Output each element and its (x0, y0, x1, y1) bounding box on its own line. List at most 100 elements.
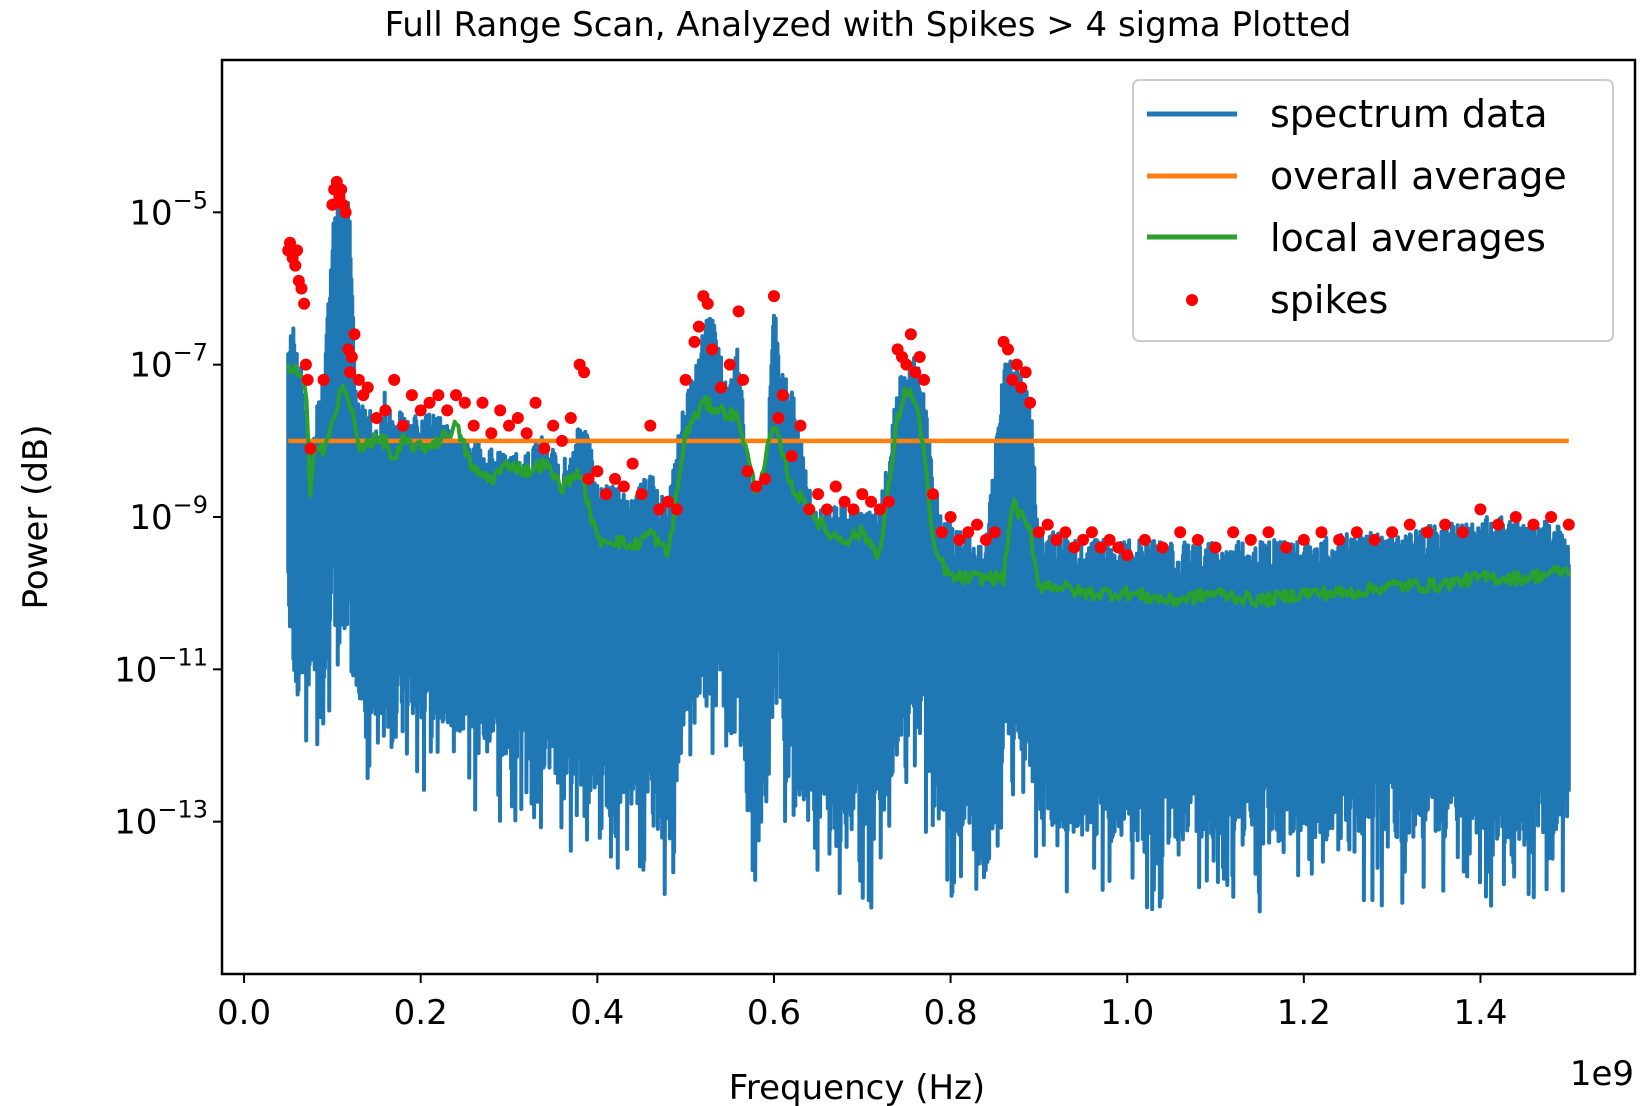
x-axis-label: Frequency (Hz) (729, 1068, 985, 1106)
legend-swatch-spikes (1186, 294, 1198, 306)
spike-point (1010, 358, 1023, 371)
spike-point (635, 488, 648, 501)
spike-point (1333, 533, 1346, 546)
spike-point (737, 373, 750, 386)
spike-point (865, 495, 878, 508)
spike-point (379, 404, 392, 417)
spike-point (803, 503, 816, 516)
spike-point (511, 411, 524, 424)
spike-point (714, 381, 727, 394)
spike-point (1019, 366, 1032, 379)
spike-point (706, 343, 719, 356)
spike-point (295, 282, 308, 295)
spike-point (345, 351, 358, 364)
spike-point (1085, 526, 1098, 539)
spike-point (653, 503, 666, 516)
spike-point (1077, 533, 1090, 546)
spike-point (670, 503, 683, 516)
spike-point (1421, 526, 1434, 539)
spike-point (701, 297, 714, 310)
spike-point (962, 526, 975, 539)
spike-point (1545, 511, 1558, 523)
spike-point (1174, 526, 1187, 539)
x-axis: 0.0 0.2 0.4 0.6 0.8 1.0 1.2 1.4 (217, 974, 1507, 1033)
y-tick-label: 10−13 (114, 796, 208, 843)
spike-point (441, 404, 454, 417)
spike-point (476, 396, 489, 409)
spike-point (494, 404, 507, 417)
spike-point (1244, 533, 1257, 546)
x-tick-label: 1.0 (1100, 993, 1154, 1033)
spike-point (352, 373, 365, 386)
spike-point (1156, 541, 1169, 554)
series-layer (282, 175, 1575, 914)
y-tick-label: 10−9 (129, 491, 208, 538)
spike-point (370, 411, 383, 424)
spike-point (1227, 526, 1240, 539)
spike-point (1032, 526, 1045, 539)
spike-point (450, 389, 463, 402)
spike-point (847, 503, 860, 516)
spike-point (1103, 533, 1116, 546)
spike-point (979, 533, 992, 546)
legend-box (1132, 79, 1614, 342)
x-axis-offset-label: 1e9 (1570, 1054, 1634, 1094)
spike-point (1068, 541, 1081, 554)
spike-point (578, 366, 591, 379)
spike-point (723, 358, 736, 371)
y-axis: 10−5 10−7 10−9 10−11 10−13 (114, 186, 222, 843)
spike-point (971, 518, 984, 531)
spectrum-data-line (286, 188, 1571, 914)
chart-title: Full Range Scan, Analyzed with Spikes > … (385, 5, 1352, 45)
spike-point (547, 419, 560, 432)
spike-point (785, 450, 798, 463)
y-axis-label: Power (dB) (16, 424, 56, 609)
spike-point (1262, 526, 1275, 539)
spike-point (1509, 511, 1522, 523)
spike-point (467, 419, 480, 432)
spike-point (617, 480, 630, 493)
spike-point (284, 236, 296, 249)
spike-point (1050, 533, 1063, 546)
spike-point (626, 457, 639, 470)
spike-point (838, 495, 851, 508)
spike-point (335, 183, 348, 196)
spike-point (1474, 503, 1487, 516)
spike-point (503, 419, 516, 432)
spike-point (339, 206, 352, 219)
spike-point (1456, 526, 1469, 539)
spike-point (538, 442, 551, 455)
spike-point (301, 373, 314, 386)
series-spikes (282, 175, 1575, 562)
spike-point (1001, 343, 1014, 356)
spike-point (759, 472, 772, 485)
spike-point (732, 305, 745, 318)
x-tick-label: 1.4 (1453, 993, 1507, 1033)
spike-point (397, 419, 410, 432)
spike-point (935, 526, 948, 539)
spike-point (344, 366, 357, 379)
x-tick-label: 0.2 (394, 993, 448, 1033)
spike-point (1191, 533, 1204, 546)
spike-point (1024, 396, 1037, 409)
spike-point (688, 335, 701, 348)
spike-point (299, 358, 312, 371)
spike-point (692, 320, 705, 333)
x-tick-label: 0.0 (217, 993, 271, 1033)
spike-point (432, 389, 445, 402)
spike-point (644, 419, 657, 432)
spike-point (1297, 533, 1310, 546)
y-tick-label: 10−7 (129, 339, 208, 386)
spike-point (767, 290, 780, 303)
spike-point (458, 396, 471, 409)
spike-point (1368, 533, 1381, 546)
legend-label-local-averages: local averages (1270, 216, 1546, 260)
spike-point (348, 328, 361, 341)
spike-point (1041, 518, 1054, 531)
spike-point (289, 259, 302, 272)
legend-label-spectrum-data: spectrum data (1270, 92, 1548, 136)
spike-point (1094, 541, 1107, 554)
spike-point (741, 465, 754, 478)
spike-point (326, 198, 339, 211)
